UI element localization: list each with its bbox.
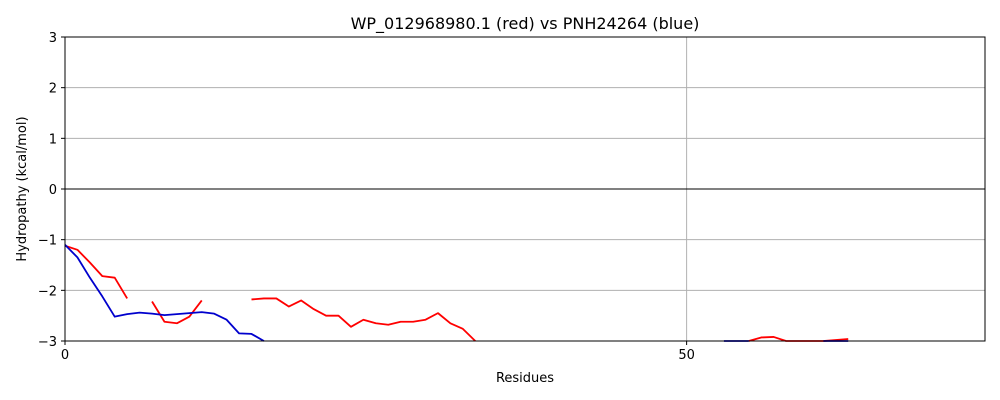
- chart-title: WP_012968980.1 (red) vs PNH24264 (blue): [351, 14, 700, 34]
- y-tick-label: 3: [49, 31, 57, 46]
- series-0-segment-0: [64, 244, 128, 299]
- y-tick-label: −2: [38, 284, 57, 299]
- series-0-segment-2: [251, 297, 476, 342]
- series-1-segment-0: [64, 244, 265, 342]
- x-axis-ticks: 0 50: [61, 341, 695, 363]
- y-tick-label: −3: [38, 335, 57, 350]
- y-tick-label: 1: [49, 132, 57, 147]
- y-tick-label: −1: [38, 234, 57, 249]
- x-axis-label: Residues: [496, 371, 554, 386]
- y-axis-label: Hydropathy (kcal/mol): [15, 116, 30, 261]
- y-tick-label: 0: [49, 183, 57, 198]
- x-tick-label: 50: [678, 348, 695, 363]
- y-axis-ticks: −3 −2 −1 0 1 2 3: [38, 31, 65, 350]
- y-tick-label: 2: [49, 82, 57, 97]
- series-group: [64, 244, 849, 342]
- x-tick-label: 0: [61, 348, 69, 363]
